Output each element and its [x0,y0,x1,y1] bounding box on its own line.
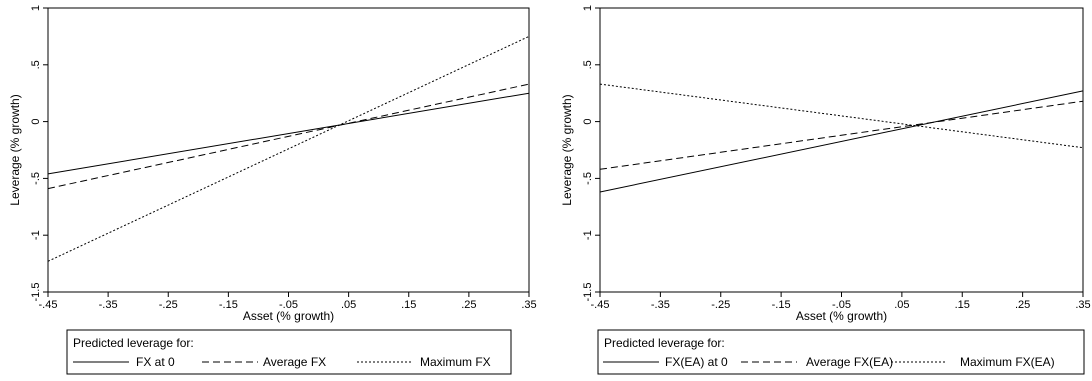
y-tick-label: -1 [30,230,42,240]
chart-1: -1.5 -1 -.5 0 .5 1 -.45 -.35 -.25 -.15 -.05 .05 .15.… [8,5,537,375]
y-tick-label: 1 [582,5,594,11]
x-tick-label: -.45 [591,299,610,311]
x-tick-label: .05 [894,299,909,311]
x-tick-label: .15 [955,299,970,311]
x-tick-label: .25 [1015,299,1030,311]
y-tick-label: 0 [582,119,594,125]
y-tick-label: .5 [30,60,42,69]
y-tick-label: -1.5 [30,283,42,302]
legend: Predicted leverage for: FX at 0 Average FX… [66,329,512,375]
legend-label: Average FX(EA) [806,355,893,369]
x-tick-label: .25 [461,299,476,311]
legend-label: FX at 0 [136,355,175,369]
x-tick-label: -.05 [279,299,298,311]
legend-label: FX(EA) at 0 [665,355,728,369]
series-line-3 [47,35,530,262]
y-tick-label: -.5 [30,172,42,185]
legend-label: Average FX [263,355,326,369]
legend-label: Maximum FX(EA) [960,355,1055,369]
x-tick-label: -.15 [219,299,238,311]
x-axis-title: Asset (% growth) [796,309,887,323]
legend-box [66,329,512,375]
x-tick-label: .15 [401,299,416,311]
series-line-2 [599,100,1084,170]
y-tick-label: 1 [30,5,42,11]
x-tick-label: -.35 [99,299,118,311]
legend-title: Predicted leverage for: [73,336,194,350]
y-tick-label: .5 [582,60,594,69]
legend-label: Maximum FX [420,355,491,369]
plot-frame [599,7,1084,293]
legend: Predicted leverage for: FX(EA) at 0 Averag… [597,329,1085,375]
y-tick-label: -1 [582,230,594,240]
plot-frame [47,7,530,293]
series-line-1 [599,90,1084,193]
series-line-3 [599,83,1084,149]
x-tick-label: .35 [521,299,536,311]
y-tick-label: -.5 [582,172,594,185]
y-axis-title: Leverage (% growth) [560,94,574,205]
y-tick-label: -1.5 [582,283,594,302]
x-tick-label: -.35 [651,299,670,311]
legend-box [597,329,1085,375]
x-tick-label: -.05 [832,299,851,311]
x-axis-title: Asset (% growth) [243,309,334,323]
y-axis-title: Leverage (% growth) [8,94,22,205]
x-tick-label: -.15 [772,299,791,311]
x-tick-label: -.25 [159,299,178,311]
x-tick-label: -.25 [711,299,730,311]
legend-title: Predicted leverage for: [604,336,725,350]
x-tick-label: -.45 [39,299,58,311]
series-line-1 [47,92,530,175]
series-line-2 [47,83,530,190]
chart-2: -1.5 -1 -.5 0 .5 1 -.45 -.35 -.25 -.15 -.05 .05 .15.… [560,5,1091,375]
x-tick-label: .05 [341,299,356,311]
x-tick-label: .35 [1075,299,1090,311]
y-tick-label: 0 [30,119,42,125]
